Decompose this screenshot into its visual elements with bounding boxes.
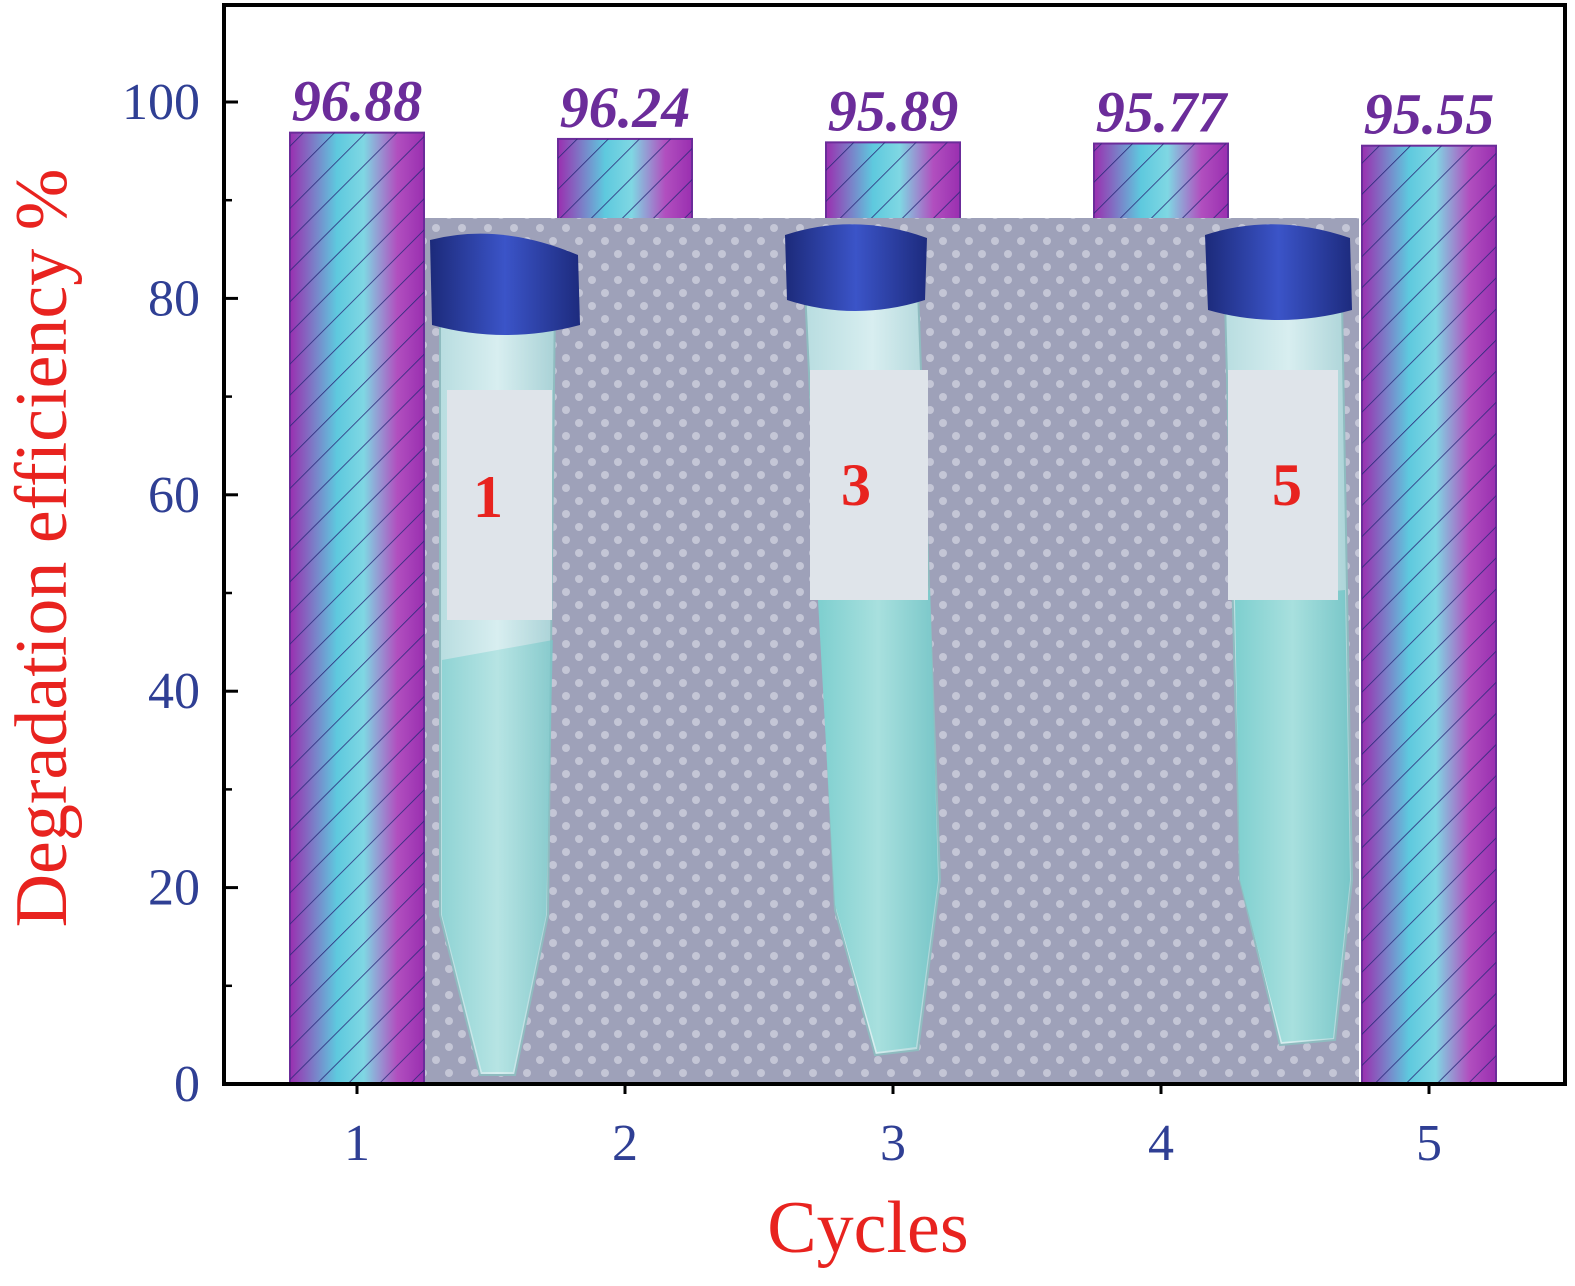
bar-5 (1361, 144, 1497, 1086)
tube-5: 5 (1205, 224, 1354, 1047)
value-label-1: 96.88 (292, 69, 423, 134)
bar-hatch (290, 132, 424, 1084)
tube-label-5: 5 (1272, 452, 1302, 518)
value-label-5: 95.55 (1364, 82, 1495, 147)
x-tick-label-1: 1 (344, 1115, 370, 1172)
value-label-2: 96.24 (560, 75, 691, 140)
x-axis: 1 2 3 4 5 (344, 1084, 1442, 1172)
y-axis-title: Degradation efficiency % (1, 169, 83, 928)
tube-1: 1 (430, 233, 580, 1076)
y-tick-label-60: 60 (148, 467, 200, 524)
y-tick-label-0: 0 (174, 1056, 200, 1113)
tube-3: 3 (785, 224, 942, 1057)
x-tick-label-4: 4 (1148, 1115, 1174, 1172)
tube-label-3: 3 (841, 452, 871, 518)
x-tick-label-3: 3 (880, 1115, 906, 1172)
y-axis: 0 20 40 60 80 100 (122, 74, 238, 1113)
x-axis-title: Cycles (767, 1187, 968, 1269)
y-tick-label-80: 80 (148, 270, 200, 327)
bar-1 (289, 131, 425, 1085)
y-tick-label-100: 100 (122, 74, 200, 131)
bar-value-labels: 96.88 96.24 95.89 95.77 95.55 (292, 69, 1495, 147)
value-label-3: 95.89 (828, 78, 959, 143)
tube-label-1: 1 (473, 464, 503, 530)
inset-photo: 1 3 5 (425, 218, 1359, 1084)
bar-hatch (1362, 145, 1496, 1085)
y-tick-label-40: 40 (148, 663, 200, 720)
x-tick-label-5: 5 (1416, 1115, 1442, 1172)
y-tick-label-20: 20 (148, 860, 200, 917)
value-label-4: 95.77 (1096, 80, 1229, 145)
x-tick-label-2: 2 (612, 1115, 638, 1172)
